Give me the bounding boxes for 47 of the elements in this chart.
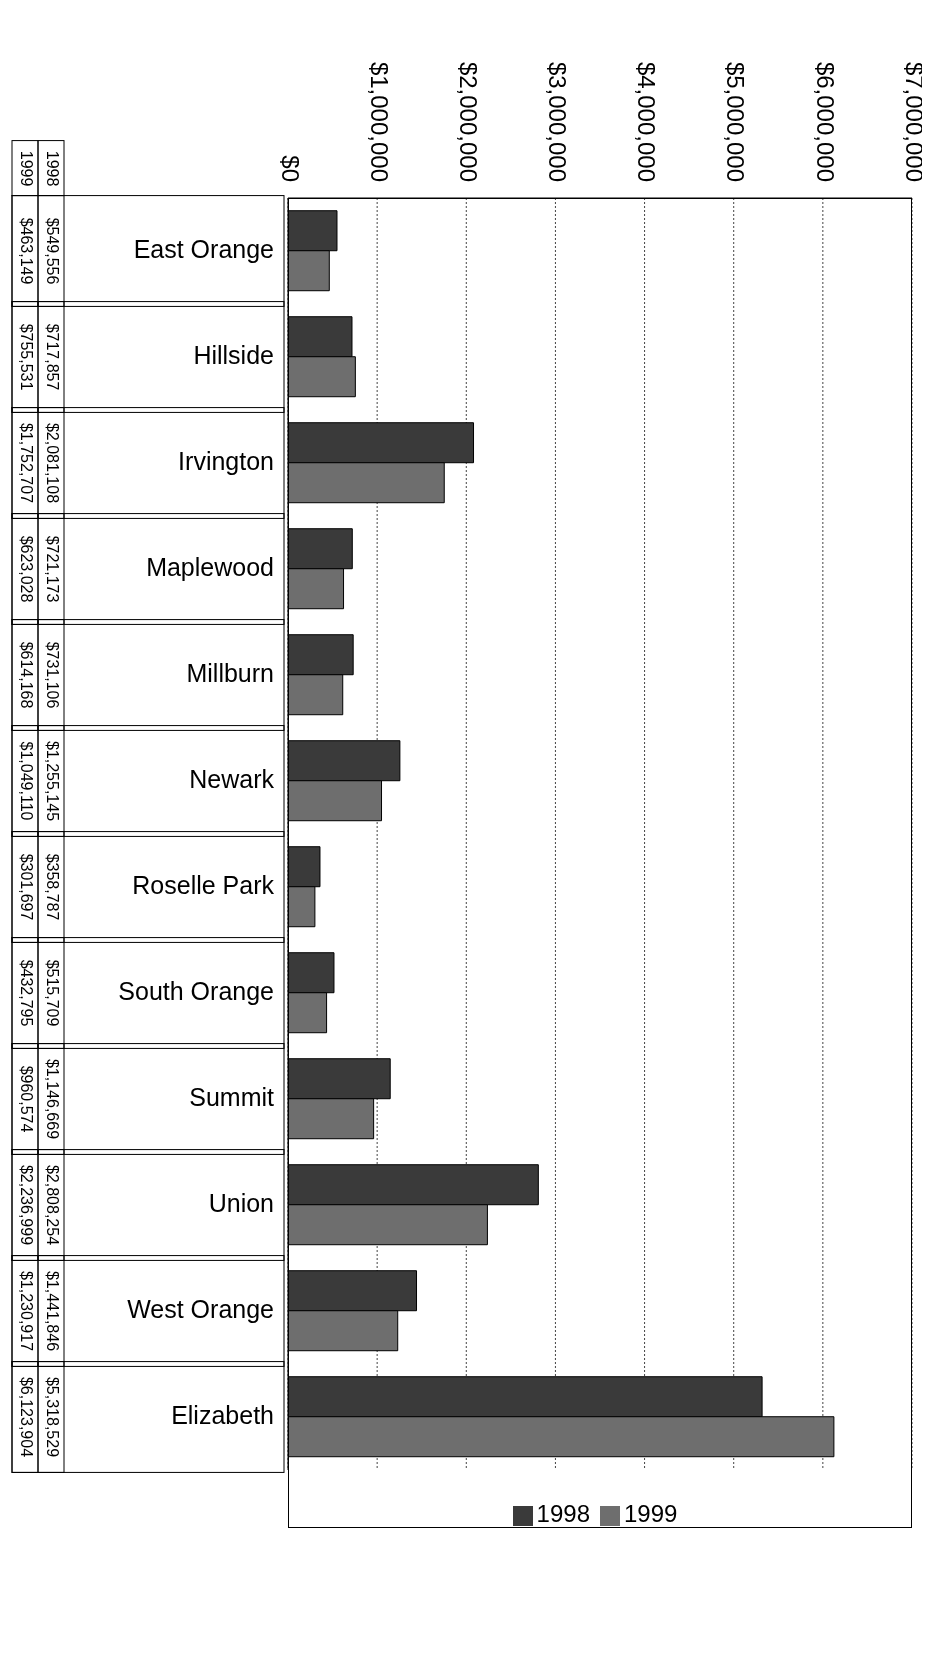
x-tick-label: $1,000,000 bbox=[365, 61, 393, 182]
y-tick-label: Millburn bbox=[186, 658, 274, 687]
text: 1998 bbox=[43, 150, 61, 187]
data-label: $1,049,110 bbox=[17, 741, 35, 821]
data-label: $960,574 bbox=[17, 1065, 35, 1133]
data-label: $1,230,917 bbox=[17, 1270, 35, 1352]
data-label: $2,808,254 bbox=[43, 1164, 61, 1246]
data-label: $623,028 bbox=[17, 535, 35, 603]
data-label: $1,441,846 bbox=[43, 1270, 61, 1352]
text: 1999 bbox=[17, 150, 35, 187]
data-label: $6,123,904 bbox=[17, 1376, 35, 1458]
data-label: $731,106 bbox=[43, 641, 61, 709]
data-label: $515,709 bbox=[43, 959, 61, 1027]
data-label: $1,146,669 bbox=[43, 1058, 61, 1140]
y-tick-label: Maplewood bbox=[146, 552, 274, 581]
y-tick-label: West Orange bbox=[127, 1294, 274, 1323]
x-tick-label: $4,000,000 bbox=[633, 61, 661, 182]
y-tick-label: East Orange bbox=[133, 234, 274, 263]
x-tick-label: $2,000,000 bbox=[454, 61, 482, 182]
data-label: $5,318,529 bbox=[43, 1376, 61, 1458]
y-tick-label: Hillside bbox=[193, 340, 274, 369]
data-label: $721,173 bbox=[43, 535, 61, 603]
data-label: $717,857 bbox=[43, 323, 61, 391]
y-tick-label: Newark bbox=[189, 764, 275, 793]
y-tick-label: Irvington bbox=[178, 446, 274, 475]
x-tick-label: $3,000,000 bbox=[544, 61, 572, 182]
y-tick-label: Elizabeth bbox=[171, 1400, 274, 1429]
x-tick-label: $0 bbox=[276, 155, 304, 182]
data-label: $2,081,108 bbox=[43, 422, 61, 504]
data-label: $358,787 bbox=[43, 853, 61, 921]
y-tick-label: South Orange bbox=[118, 976, 274, 1005]
data-label: $549,556 bbox=[43, 217, 61, 285]
legend-label: 1999 bbox=[624, 1500, 678, 1527]
x-tick-label: $5,000,000 bbox=[722, 61, 750, 182]
data-label: $1,752,707 bbox=[17, 422, 35, 504]
legend-label: 1998 bbox=[536, 1500, 590, 1527]
data-label: $2,236,999 bbox=[17, 1164, 35, 1246]
y-tick-label: Union bbox=[208, 1188, 274, 1217]
data-label: $301,697 bbox=[17, 853, 35, 921]
data-label: $614,168 bbox=[17, 641, 35, 709]
data-label: $432,795 bbox=[17, 959, 35, 1027]
data-label: $755,531 bbox=[17, 323, 35, 391]
data-label: $1,255,145 bbox=[43, 740, 61, 822]
y-tick-label: Roselle Park bbox=[132, 870, 275, 899]
x-tick-label: $6,000,000 bbox=[811, 61, 839, 182]
data-label: $463,149 bbox=[17, 217, 35, 285]
y-tick-label: Summit bbox=[189, 1082, 275, 1111]
